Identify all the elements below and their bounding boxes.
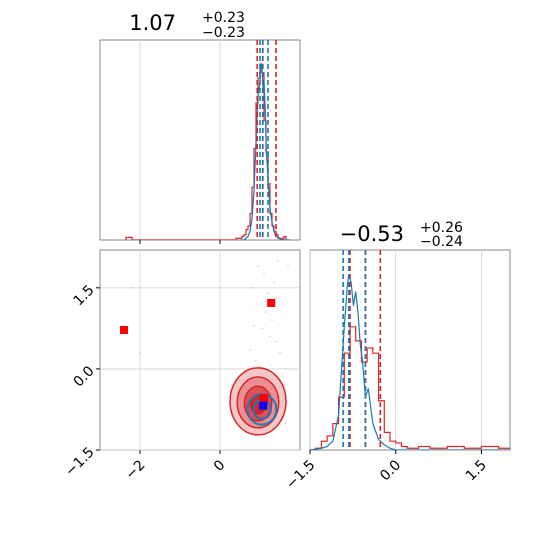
scatter-point — [255, 360, 257, 362]
scatter-point — [279, 351, 281, 354]
scatter-point — [265, 311, 267, 313]
scatter-point — [271, 319, 273, 322]
scatter-point — [275, 341, 277, 343]
scatter-point — [139, 351, 141, 354]
scatter-point — [285, 422, 287, 424]
param1-title-plus: +0.23 — [202, 10, 245, 26]
scatter-point — [283, 384, 285, 386]
red-series-histogram — [125, 63, 290, 240]
scatter-point — [255, 303, 257, 305]
scatter-point — [267, 292, 269, 295]
param2-title: −0.53 — [340, 222, 404, 246]
x-tick-label: 1.5 — [463, 457, 490, 484]
scatter-point — [131, 287, 133, 289]
scatter-point — [269, 335, 271, 338]
x-tick-label: −1.5 — [283, 457, 318, 492]
x-tick-label: 0.0 — [377, 457, 404, 484]
x-tick-label: −2 — [123, 457, 149, 483]
red-series-histogram — [310, 326, 510, 450]
scatter-point — [273, 281, 275, 284]
param2-histogram-panel: −1.5 0.0 1.5 — [283, 249, 511, 493]
joint-distribution-panel: −2 0 −1.5 0.0 1.5 — [62, 249, 301, 483]
scatter-point — [261, 327, 263, 330]
blue-square-marker — [259, 401, 268, 410]
panel-frame — [309, 249, 511, 451]
red-square-marker — [260, 394, 268, 403]
param2-title-plus: +0.26 — [420, 220, 463, 236]
y-tick-label: −1.5 — [62, 444, 97, 479]
param1-histogram-panel — [99, 39, 301, 244]
param1-title: 1.07 — [129, 11, 176, 35]
scatter-point — [253, 324, 255, 327]
y-tick-label: 1.5 — [71, 282, 98, 309]
scatter-point — [251, 287, 253, 289]
red-square-marker — [267, 298, 276, 307]
histogram-plot-area — [125, 40, 290, 240]
scatter-point — [257, 265, 259, 268]
param1-title-minus: −0.23 — [202, 25, 245, 41]
scatter-point — [249, 349, 251, 351]
blue-series-histogram — [310, 273, 510, 450]
blue-series-histogram — [240, 63, 288, 240]
scatter-point — [275, 297, 277, 300]
scatter-point — [287, 265, 289, 268]
y-tick-label: 0.0 — [71, 363, 98, 390]
histogram-plot-area — [310, 250, 510, 450]
scatter-point — [277, 260, 279, 262]
red-square-marker — [120, 326, 128, 334]
scatter-point — [281, 373, 283, 376]
scatter-point — [263, 273, 265, 276]
param2-title-minus: −0.24 — [420, 234, 463, 250]
joint-plot-area — [120, 260, 289, 436]
x-tick-label: 0 — [211, 457, 229, 475]
